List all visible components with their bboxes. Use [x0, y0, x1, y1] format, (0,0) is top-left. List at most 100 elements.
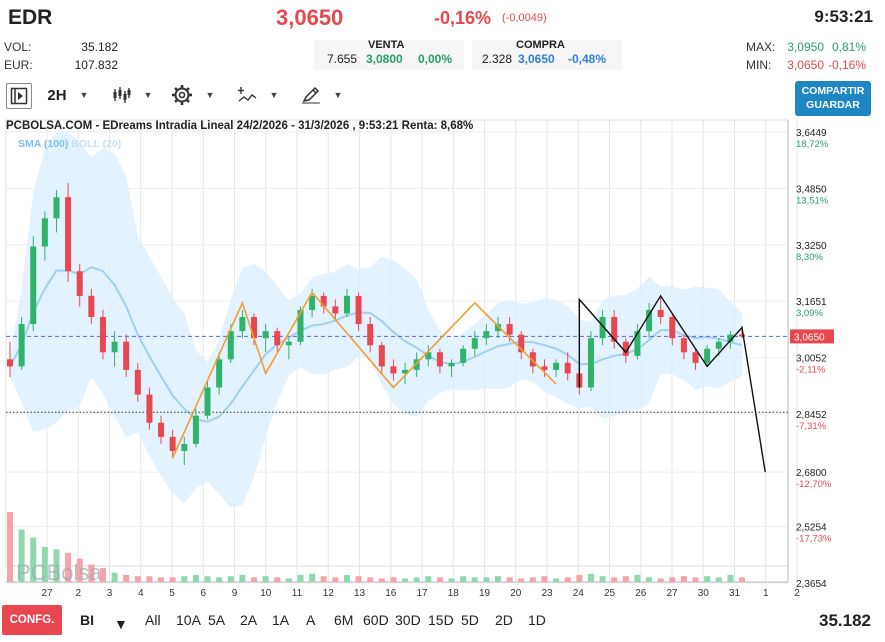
panel-toggle-icon [10, 87, 28, 105]
indicators-icon [238, 87, 257, 102]
max-label: MAX: [746, 40, 776, 54]
volume-bar [251, 577, 257, 582]
volume-bar [495, 576, 501, 582]
range-button-2d[interactable]: 2D [495, 612, 513, 628]
chart-toolbar: 2H ▼ ▼ ▼ ▼ ▼ [0, 80, 885, 116]
y-tick-label: 3,0052 [796, 353, 827, 364]
mode-selector[interactable]: BI [80, 612, 94, 628]
candle-body [402, 369, 409, 374]
y-tick-percent: -7,31% [796, 421, 827, 432]
range-button-2a[interactable]: 2A [240, 612, 258, 628]
candle-body [169, 436, 176, 451]
toggle-panel-button[interactable] [6, 83, 32, 109]
candle-body [88, 295, 95, 318]
volume-bar [611, 577, 618, 582]
config-button[interactable]: CONFG. [2, 605, 62, 635]
candle-body [634, 331, 641, 356]
range-button-1a[interactable]: 1A [272, 612, 290, 628]
y-tick-percent: 8,30% [796, 252, 823, 263]
candle-body [216, 359, 223, 388]
candle-body [309, 295, 316, 310]
volume-label: VOL: [4, 40, 32, 54]
range-button-5d[interactable]: 5D [461, 612, 479, 628]
volume-bar [646, 577, 653, 582]
range-button-15d[interactable]: 15D [428, 612, 454, 628]
volume-bar [227, 576, 234, 582]
volume-bar [343, 575, 350, 582]
indicators-dropdown-icon[interactable]: ▼ [269, 90, 279, 100]
range-button-6m[interactable]: 6M [334, 612, 354, 628]
drawing-tools-button[interactable] [300, 80, 322, 110]
venta-price: 3,0800 [366, 52, 403, 66]
venta-quantity: 7.655 [327, 52, 358, 66]
x-tick-label: 17 [416, 588, 428, 599]
volume-bar [192, 575, 199, 582]
y-tick-label: 2,6800 [796, 468, 827, 479]
x-tick-label: 24 [573, 588, 585, 599]
volume-bar [65, 552, 72, 582]
candle-body [274, 331, 281, 346]
volume-bar [541, 576, 548, 582]
candle-body [495, 324, 501, 332]
candle-body [239, 317, 246, 332]
indicators-button[interactable] [236, 80, 258, 110]
share-save-button[interactable]: COMPARTIR GUARDAR [795, 81, 871, 116]
x-tick-label: 3 [107, 588, 113, 599]
candle-body [715, 341, 722, 349]
range-button-30d[interactable]: 30D [395, 612, 421, 628]
range-button-60d[interactable]: 60D [363, 612, 389, 628]
last-price: 3,0650 [276, 5, 344, 30]
volume-bar [274, 577, 281, 582]
candle-body [390, 366, 397, 374]
volume-bar [76, 558, 83, 582]
candle-body [692, 352, 699, 363]
chart-type-dropdown-icon[interactable]: ▼ [143, 90, 153, 100]
y-tick-percent: -12,70% [796, 479, 832, 490]
volume-bar [704, 576, 711, 582]
candle-body [99, 317, 106, 353]
candle-body [181, 443, 188, 451]
mode-dropdown-icon[interactable]: ▼ [114, 616, 128, 632]
interval-selector[interactable]: 2H [44, 80, 70, 110]
range-button-10a[interactable]: 10A [176, 612, 201, 628]
volume-bar [727, 575, 734, 582]
settings-dropdown-icon[interactable]: ▼ [205, 90, 215, 100]
range-button-5a[interactable]: 5A [208, 612, 226, 628]
range-button-1d[interactable]: 1D [528, 612, 546, 628]
ticker-symbol: EDR [8, 6, 53, 29]
settings-button[interactable] [170, 80, 194, 110]
candle-body [192, 415, 199, 444]
drawing-tools-dropdown-icon[interactable]: ▼ [333, 90, 343, 100]
price-chart[interactable]: 27 2 3 4 5 6 9 10 11 12 13 16 17 18 19 20 23 24 25 26 27 30 31… [0, 118, 885, 604]
compra-label: COMPRA [516, 39, 565, 51]
range-button-a[interactable]: A [306, 612, 316, 628]
boll-label: BOLL (20) [71, 138, 122, 150]
compra-quantity: 2.328 [482, 52, 513, 66]
candle-body [7, 359, 13, 367]
chart-type-button[interactable] [110, 80, 132, 110]
candle-body [111, 341, 118, 353]
candle-body [587, 338, 594, 388]
candle-body [251, 317, 257, 339]
x-tick-label: 6 [200, 588, 206, 599]
x-tick-label: 18 [448, 588, 460, 599]
volume-bar [216, 577, 223, 582]
volume-bar [7, 512, 13, 582]
volume-bar [518, 578, 525, 582]
interval-dropdown-icon[interactable]: ▼ [79, 90, 89, 100]
candles-icon [113, 87, 131, 103]
candle-body [425, 352, 432, 360]
volume-bar [402, 578, 409, 582]
current-price-tag-label: 3,0650 [794, 332, 825, 343]
max-percent: 0,81% [831, 40, 866, 54]
volume-bar [158, 577, 165, 582]
candle-body [436, 352, 443, 367]
volume-bar [367, 577, 374, 582]
y-tick-label: 2,3654 [796, 579, 827, 590]
x-tick-label: 2 [794, 588, 800, 599]
volume-bar [715, 577, 722, 582]
x-tick-label: 4 [138, 588, 144, 599]
range-button-all[interactable]: All [145, 612, 161, 628]
volume-bar [448, 578, 455, 582]
